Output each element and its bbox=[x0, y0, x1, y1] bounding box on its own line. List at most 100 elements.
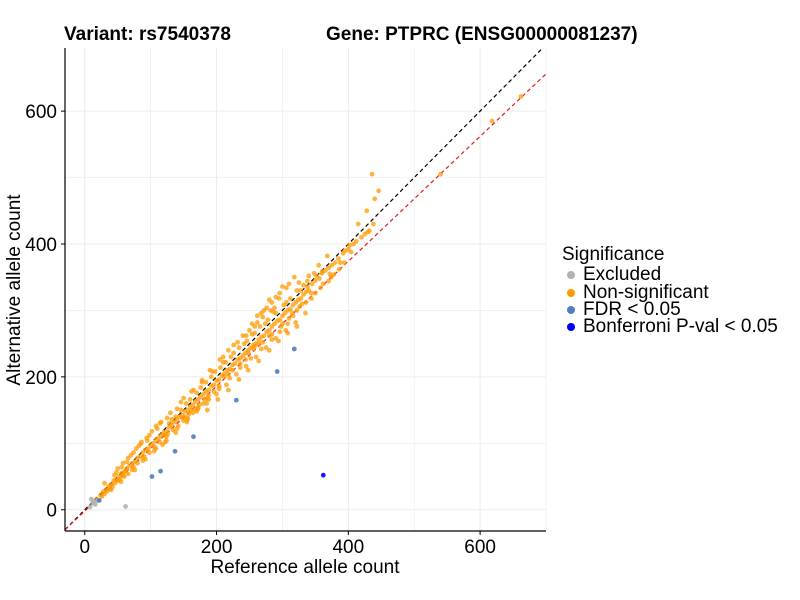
point-non-significant bbox=[309, 296, 314, 301]
point-non-significant bbox=[158, 419, 164, 425]
point-non-significant bbox=[170, 427, 176, 433]
point-non-significant bbox=[247, 327, 252, 333]
point-non-significant bbox=[287, 306, 293, 312]
axes: 0 200 400 600 0 200 400 600 bbox=[25, 48, 546, 558]
point-non-significant bbox=[277, 317, 283, 323]
point-non-significant bbox=[287, 296, 293, 301]
legend-item-excluded: Excluded bbox=[567, 264, 662, 285]
point-non-significant bbox=[438, 171, 443, 177]
point-non-significant bbox=[160, 442, 165, 448]
point-non-significant bbox=[169, 416, 175, 422]
point-non-significant bbox=[338, 260, 343, 265]
point-non-significant bbox=[232, 361, 238, 366]
point-non-significant bbox=[153, 446, 159, 452]
point-non-significant bbox=[231, 342, 237, 348]
point-non-significant bbox=[185, 416, 190, 422]
point-non-significant bbox=[328, 274, 334, 280]
y-tick-label: 200 bbox=[25, 368, 57, 389]
legend-item-fdr: FDR < 0.05 bbox=[567, 299, 681, 320]
point-non-significant bbox=[233, 371, 239, 377]
point-non-significant bbox=[298, 288, 304, 293]
point-non-significant bbox=[178, 407, 184, 413]
legend-label-excluded: Excluded bbox=[583, 264, 662, 285]
point-non-significant bbox=[174, 406, 180, 412]
point-non-significant bbox=[222, 371, 227, 376]
point-fdr-0-05 bbox=[291, 346, 297, 352]
point-non-significant bbox=[312, 278, 318, 283]
point-non-significant bbox=[240, 333, 246, 339]
point-non-significant bbox=[222, 374, 227, 380]
x-tick-label: 200 bbox=[201, 537, 233, 558]
point-non-significant bbox=[326, 278, 331, 284]
point-non-significant bbox=[261, 333, 267, 339]
point-non-significant bbox=[204, 407, 210, 413]
data-points bbox=[87, 94, 524, 510]
point-non-significant bbox=[206, 387, 212, 393]
point-non-significant bbox=[326, 265, 331, 271]
point-non-significant bbox=[153, 423, 159, 429]
point-non-significant bbox=[336, 266, 342, 272]
point-non-significant bbox=[269, 331, 275, 337]
point-non-significant bbox=[212, 369, 218, 374]
point-non-significant bbox=[266, 327, 272, 333]
gene-title: Gene: PTPRC (ENSG00000081237) bbox=[326, 24, 638, 45]
point-non-significant bbox=[266, 347, 272, 353]
point-non-significant bbox=[309, 281, 315, 287]
point-non-significant bbox=[166, 420, 172, 426]
point-non-significant bbox=[195, 406, 201, 412]
point-non-significant bbox=[150, 440, 156, 446]
point-non-significant bbox=[200, 401, 206, 406]
point-fdr-0-05 bbox=[158, 468, 163, 474]
point-non-significant bbox=[296, 280, 302, 285]
point-non-significant bbox=[316, 276, 322, 281]
point-non-significant bbox=[186, 411, 192, 417]
legend-label-non-significant: Non-significant bbox=[583, 282, 709, 303]
point-excluded bbox=[87, 504, 93, 510]
point-non-significant bbox=[194, 390, 200, 396]
point-non-significant bbox=[359, 234, 364, 240]
x-tick-label: 400 bbox=[332, 537, 364, 558]
point-non-significant bbox=[168, 410, 173, 416]
point-non-significant bbox=[286, 316, 292, 321]
point-non-significant bbox=[132, 467, 138, 473]
point-non-significant bbox=[301, 282, 306, 288]
point-non-significant bbox=[211, 389, 217, 394]
point-non-significant bbox=[237, 365, 243, 370]
point-non-significant bbox=[145, 446, 151, 452]
point-non-significant bbox=[298, 296, 304, 301]
point-non-significant bbox=[102, 480, 107, 486]
point-non-significant bbox=[276, 338, 281, 344]
point-non-significant bbox=[272, 305, 277, 311]
point-non-significant bbox=[164, 438, 169, 444]
point-non-significant bbox=[231, 350, 237, 356]
legend-dot-bonferroni bbox=[567, 323, 575, 331]
point-non-significant bbox=[123, 468, 129, 474]
point-non-significant bbox=[178, 399, 184, 405]
legend-dot-fdr bbox=[567, 306, 575, 314]
point-non-significant bbox=[319, 270, 325, 276]
point-non-significant bbox=[256, 341, 262, 347]
point-non-significant bbox=[218, 365, 223, 370]
point-non-significant bbox=[342, 248, 348, 254]
point-non-significant bbox=[260, 314, 266, 320]
point-non-significant bbox=[376, 188, 382, 194]
point-non-significant bbox=[263, 345, 269, 351]
x-tick-label: 0 bbox=[79, 537, 90, 558]
point-fdr-0-05 bbox=[274, 369, 280, 374]
point-non-significant bbox=[237, 361, 243, 366]
point-non-significant bbox=[146, 450, 152, 456]
point-non-significant bbox=[244, 338, 250, 344]
point-non-significant bbox=[226, 347, 231, 353]
point-non-significant bbox=[311, 270, 317, 276]
point-non-significant bbox=[224, 382, 229, 388]
point-non-significant bbox=[125, 455, 131, 461]
point-non-significant bbox=[199, 379, 205, 385]
point-non-significant bbox=[294, 323, 300, 329]
point-non-significant bbox=[277, 329, 283, 335]
point-non-significant bbox=[243, 357, 248, 362]
point-non-significant bbox=[270, 309, 276, 315]
point-bonferroni-p-val-0-05 bbox=[320, 472, 326, 478]
point-non-significant bbox=[332, 260, 338, 265]
point-non-significant bbox=[364, 208, 370, 214]
